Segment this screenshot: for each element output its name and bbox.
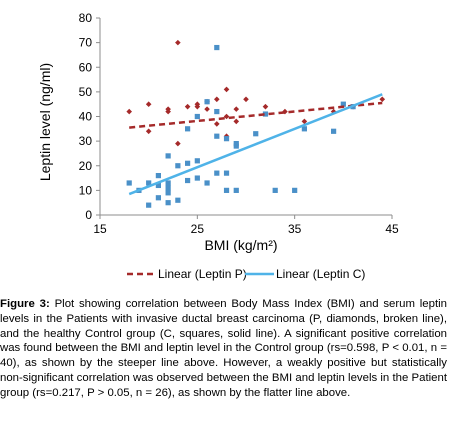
data-point-square <box>194 113 200 120</box>
data-point-square <box>292 187 298 193</box>
series-leptin-p <box>126 39 386 147</box>
data-point-square <box>185 177 191 184</box>
data-point-diamond <box>214 121 220 127</box>
data-point-diamond <box>175 39 181 46</box>
data-point-square <box>233 140 239 147</box>
data-point-square <box>155 182 161 189</box>
y-tick-label: 40 <box>79 110 93 124</box>
y-tick-label: 10 <box>79 183 93 197</box>
data-point-square <box>165 200 171 206</box>
data-point-square <box>214 133 220 139</box>
data-point-diamond <box>223 113 230 120</box>
chart-axes <box>96 17 393 219</box>
x-tick-labels: 15 25 35 45 <box>93 222 399 236</box>
data-point-square <box>223 170 230 176</box>
series-leptin-c <box>126 44 356 208</box>
data-point-square <box>204 99 210 105</box>
data-point-square <box>165 153 171 159</box>
data-point-diamond <box>301 118 308 125</box>
chart-legend: Linear (Leptin P) Linear (Leptin C) <box>127 267 365 281</box>
data-point-square <box>185 126 191 132</box>
data-point-square <box>175 163 181 169</box>
y-tick-label: 50 <box>79 85 93 99</box>
data-point-square <box>331 128 337 134</box>
data-point-square <box>165 190 171 196</box>
data-point-square <box>214 44 220 51</box>
data-point-diamond <box>379 96 386 103</box>
data-point-square <box>175 197 181 203</box>
y-tick-label: 80 <box>79 11 93 25</box>
x-axis-label: BMI (kg/m²) <box>204 237 277 253</box>
data-point-diamond <box>175 140 181 147</box>
data-point-diamond <box>184 103 191 110</box>
data-point-diamond <box>233 118 240 125</box>
data-point-square <box>185 160 191 166</box>
legend-label-leptin-p: Linear (Leptin P) <box>158 267 247 281</box>
data-point-diamond <box>165 106 171 112</box>
data-point-diamond <box>262 103 269 110</box>
scatter-chart: 0 10 20 30 40 50 60 70 80 15 25 35 45 Leptin level … <box>37 11 399 281</box>
data-point-square <box>126 180 132 186</box>
data-point-square <box>214 108 220 115</box>
data-point-square <box>233 187 239 193</box>
data-point-square <box>301 126 307 132</box>
data-point-square <box>223 136 230 142</box>
data-point-square <box>214 170 220 176</box>
y-tick-label: 0 <box>85 208 92 222</box>
y-tick-label: 30 <box>79 134 93 148</box>
data-point-diamond <box>223 86 230 93</box>
data-point-diamond <box>214 96 220 103</box>
data-point-diamond <box>145 128 152 135</box>
x-tick-label: 35 <box>288 222 302 236</box>
data-point-square <box>155 195 161 201</box>
data-point-square <box>155 173 161 179</box>
data-point-diamond <box>194 101 201 107</box>
data-point-diamond <box>126 108 132 115</box>
data-point-diamond <box>233 106 240 112</box>
caption-label: Figure 3: <box>0 298 50 310</box>
x-tick-label: 15 <box>93 222 107 236</box>
data-point-square <box>194 158 200 164</box>
data-point-square <box>146 202 152 208</box>
data-point-square <box>204 180 210 186</box>
data-point-square <box>262 111 269 117</box>
x-tick-label: 25 <box>191 222 205 236</box>
data-point-square <box>223 187 230 193</box>
y-tick-label: 60 <box>79 60 93 74</box>
y-tick-labels: 0 10 20 30 40 50 60 70 80 <box>79 11 93 222</box>
data-point-square <box>272 187 278 193</box>
figure-caption: Figure 3: Plot showing correlation betwe… <box>0 297 447 401</box>
trendline-leptin-p <box>129 101 383 129</box>
x-tick-label: 45 <box>385 222 399 236</box>
y-tick-label: 20 <box>79 159 93 173</box>
trendline-leptin-c <box>128 93 383 196</box>
data-point-diamond <box>243 96 249 103</box>
legend-label-leptin-c: Linear (Leptin C) <box>276 267 365 281</box>
data-point-square <box>165 180 171 186</box>
series-layer <box>126 39 386 208</box>
data-point-square <box>194 175 200 181</box>
data-point-square <box>340 101 346 107</box>
caption-text: Plot showing correlation between Body Ma… <box>0 298 448 399</box>
y-tick-label: 70 <box>79 36 93 50</box>
y-axis-label: Leptin level (ng/ml) <box>37 63 53 181</box>
data-point-square <box>146 180 152 186</box>
data-point-diamond <box>145 101 152 107</box>
data-point-square <box>253 131 259 137</box>
data-point-square <box>165 185 171 191</box>
data-point-diamond <box>204 106 210 112</box>
